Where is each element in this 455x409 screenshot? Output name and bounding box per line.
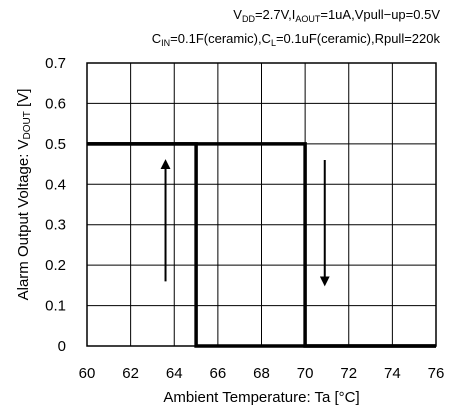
y-tick-label: 0.2 — [45, 257, 66, 274]
y-axis-label: Alarm Output Voltage: VDOUT [V] — [15, 89, 33, 301]
conditions-line-1: VDD=2.7V,IAOUT=1uA,Vpull−up=0.5V — [233, 7, 440, 24]
y-tick-label: 0.6 — [45, 95, 66, 112]
x-tick-label: 70 — [297, 365, 314, 382]
plot-frame — [86, 62, 437, 347]
x-tick-label: 76 — [428, 365, 445, 382]
grid-lines — [87, 63, 436, 346]
x-tick-label: 68 — [253, 365, 270, 382]
x-tick-label: 74 — [384, 365, 401, 382]
x-tick-label: 66 — [210, 365, 227, 382]
x-tick-labels: 60 62 64 66 68 70 72 74 76 — [79, 365, 445, 382]
y-tick-label: 0.5 — [45, 136, 66, 153]
direction-arrows — [160, 159, 330, 287]
x-tick-label: 60 — [79, 365, 96, 382]
y-tick-label: 0.4 — [45, 176, 66, 193]
conditions-line-2: CIN=0.1F(ceramic),CL=0.1uF(ceramic),Rpul… — [151, 31, 440, 48]
y-tick-label: 0.1 — [45, 298, 66, 315]
x-tick-label: 72 — [340, 365, 357, 382]
x-tick-label: 62 — [122, 365, 139, 382]
y-tick-labels: 0 0.1 0.2 0.3 0.4 0.5 0.6 0.7 — [45, 55, 66, 355]
x-axis-label: Ambient Temperature: Ta [°C] — [163, 389, 359, 406]
y-tick-label: 0.7 — [45, 55, 66, 72]
y-tick-label: 0 — [58, 338, 66, 355]
y-tick-label: 0.3 — [45, 217, 66, 234]
x-tick-label: 64 — [166, 365, 183, 382]
